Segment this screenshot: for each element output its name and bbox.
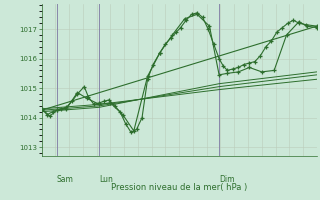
- Text: Lun: Lun: [100, 175, 113, 184]
- Text: Dim: Dim: [219, 175, 235, 184]
- Text: Pression niveau de la mer( hPa ): Pression niveau de la mer( hPa ): [111, 183, 247, 192]
- Text: Sam: Sam: [57, 175, 74, 184]
